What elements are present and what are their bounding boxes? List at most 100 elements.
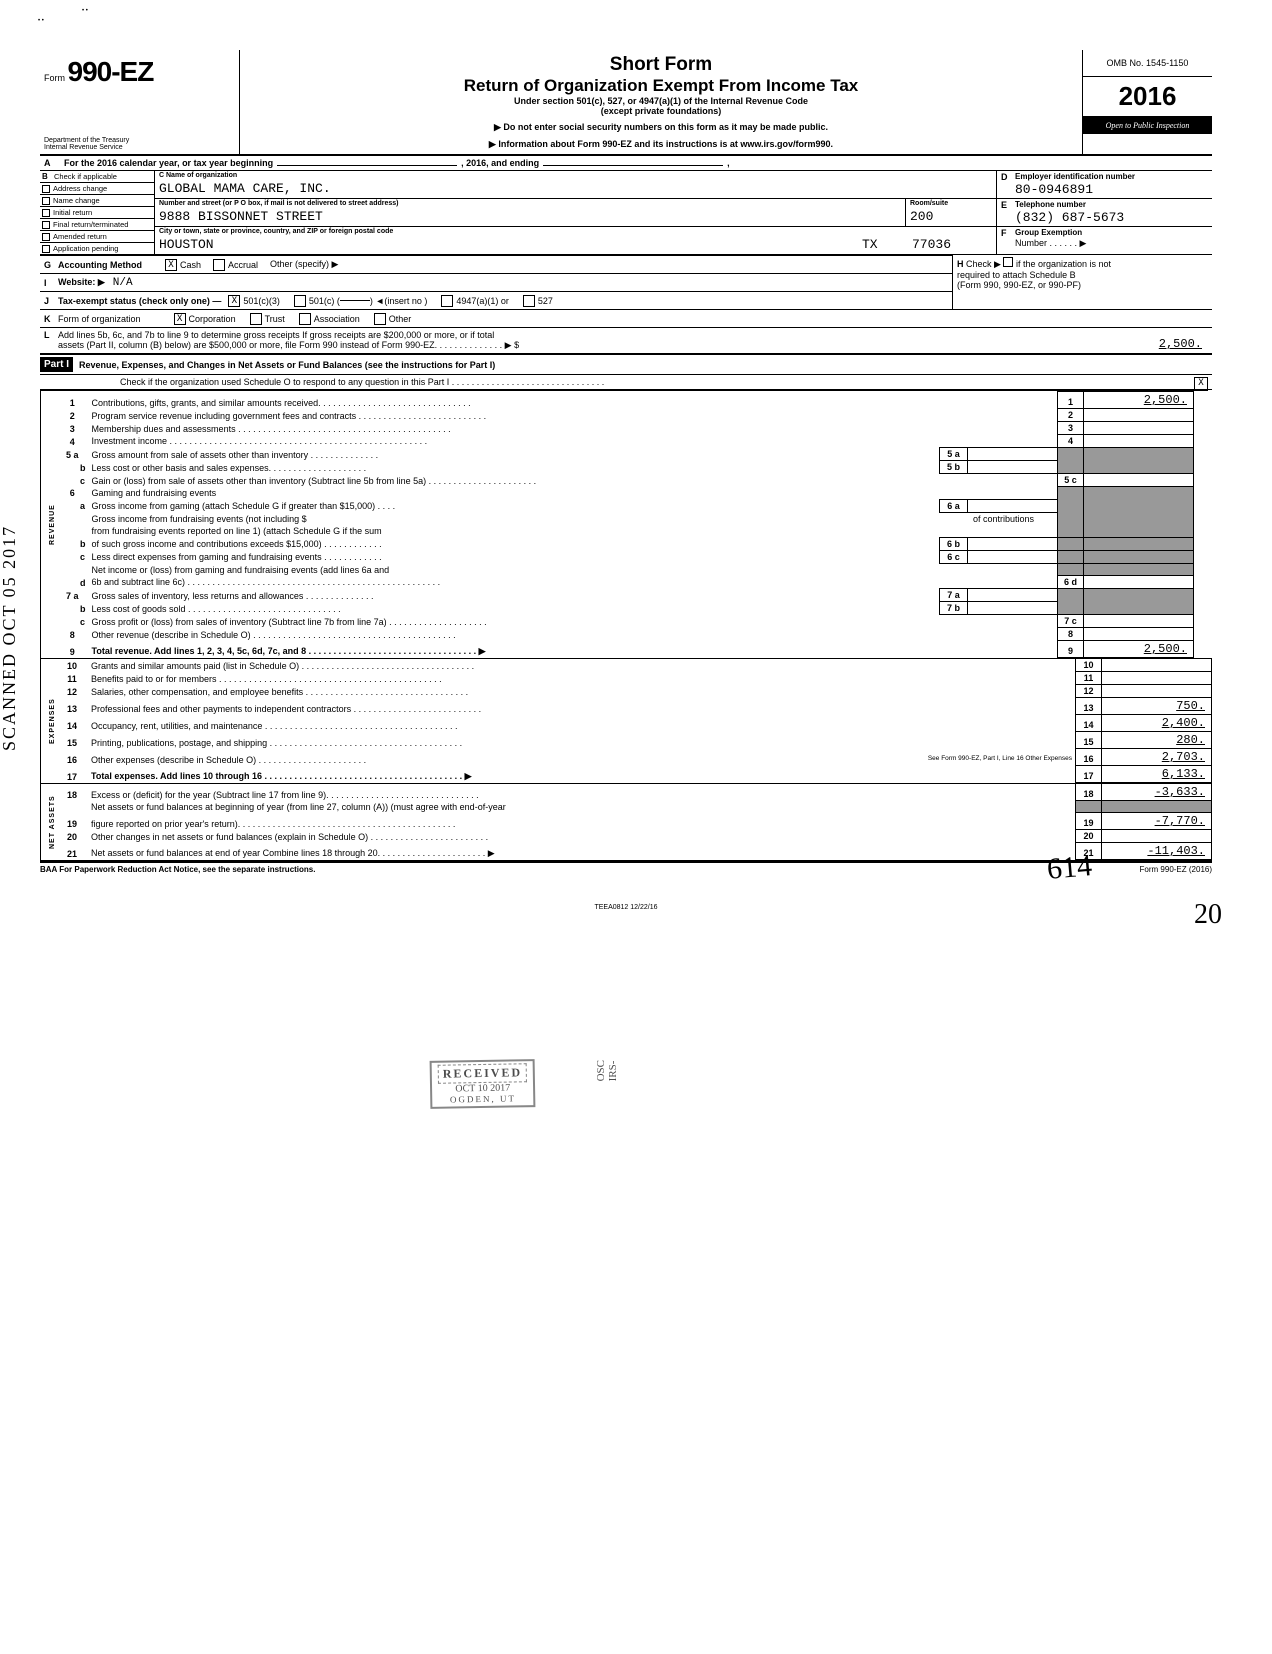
l6c-inner-val bbox=[968, 550, 1058, 563]
arrow-icon: ▶ bbox=[1080, 238, 1087, 248]
l6b-inner-val bbox=[968, 537, 1058, 550]
part-1-label: Part I bbox=[40, 357, 73, 372]
l6a-inner-val bbox=[968, 499, 1058, 512]
l7b-num: b bbox=[56, 602, 89, 615]
corp-checkbox[interactable] bbox=[174, 313, 186, 325]
l20-val bbox=[1102, 830, 1212, 843]
l7c-box: 7 c bbox=[1058, 615, 1084, 628]
l5b-desc: Less cost or other basis and sales expen… bbox=[89, 461, 940, 474]
scanned-stamp: SCANNED OCT 05 2017 bbox=[0, 525, 20, 751]
l6b-desc1: Gross income from fundraising events (no… bbox=[89, 512, 1058, 525]
501c3-checkbox[interactable] bbox=[228, 295, 240, 307]
room-label: Room/suite bbox=[906, 199, 996, 208]
l9-num: 9 bbox=[56, 641, 89, 658]
l20-num: 20 bbox=[56, 830, 88, 843]
line-l-amount: 2,500. bbox=[1088, 337, 1208, 351]
l5c-val bbox=[1084, 474, 1194, 487]
short-form-title: Short Form bbox=[250, 54, 1072, 76]
l1-desc: Contributions, gifts, grants, and simila… bbox=[89, 392, 1058, 409]
tel-label: Telephone number bbox=[1015, 200, 1086, 210]
accrual-label: Accrual bbox=[228, 260, 258, 270]
addr-change-checkbox[interactable] bbox=[42, 185, 50, 193]
l6c-inner-box: 6 c bbox=[940, 550, 968, 563]
h-checkbox[interactable] bbox=[1003, 257, 1013, 267]
omb-number: OMB No. 1545-1150 bbox=[1083, 50, 1212, 77]
l15-val: 280. bbox=[1102, 732, 1212, 749]
l10-desc: Grants and similar amounts paid (list in… bbox=[88, 659, 1076, 672]
l5c-num: c bbox=[56, 474, 89, 487]
year-cell: OMB No. 1545-1150 2016 Open to Public In… bbox=[1082, 50, 1212, 154]
amended-return-checkbox[interactable] bbox=[42, 233, 50, 241]
initial-return-checkbox[interactable] bbox=[42, 209, 50, 217]
4947-checkbox[interactable] bbox=[441, 295, 453, 307]
l19-num: 19 bbox=[56, 801, 88, 830]
501c-suffix: ) ◄(insert no ) bbox=[370, 296, 427, 306]
l3-desc: Membership dues and assessments . . . . … bbox=[89, 422, 1058, 435]
name-change-checkbox[interactable] bbox=[42, 197, 50, 205]
accrual-checkbox[interactable] bbox=[213, 259, 225, 271]
l5b-inner-val bbox=[968, 461, 1058, 474]
assoc-checkbox[interactable] bbox=[299, 313, 311, 325]
h-text3: (Form 990, 990-EZ, or 990-PF) bbox=[957, 280, 1081, 290]
except-foundations: (except private foundations) bbox=[250, 106, 1072, 116]
line-l-text2: assets (Part II, column (B) below) are $… bbox=[58, 340, 519, 350]
letter-l: L bbox=[44, 330, 58, 340]
part-1-x-checkbox[interactable]: X bbox=[1194, 377, 1208, 391]
l18-box: 18 bbox=[1076, 784, 1102, 801]
dept-treasury: Department of the Treasury bbox=[44, 137, 129, 145]
info-url-note: Information about Form 990-EZ and its in… bbox=[250, 139, 1072, 150]
cash-checkbox[interactable] bbox=[165, 259, 177, 271]
under-section: Under section 501(c), 527, or 4947(a)(1)… bbox=[250, 96, 1072, 106]
l14-val: 2,400. bbox=[1102, 715, 1212, 732]
letter-b: B bbox=[42, 172, 54, 181]
net-assets-table: 18Excess or (deficit) for the year (Subt… bbox=[56, 784, 1212, 860]
tel-value: (832) 687-5673 bbox=[1001, 210, 1208, 225]
527-checkbox[interactable] bbox=[523, 295, 535, 307]
l4-val bbox=[1084, 435, 1194, 448]
corp-label: Corporation bbox=[189, 314, 236, 324]
l13-desc: Professional fees and other payments to … bbox=[88, 698, 1076, 715]
teea-code: TEEA0812 12/22/16 bbox=[40, 904, 1212, 911]
line-i: I Website: ▶ N/A bbox=[40, 273, 952, 291]
line-g: G Accounting Method Cash Accrual Other (… bbox=[40, 255, 952, 273]
line-l-text1: Add lines 5b, 6c, and 7b to line 9 to de… bbox=[58, 330, 1088, 340]
trust-label: Trust bbox=[265, 314, 285, 324]
form-of-org-label: Form of organization bbox=[58, 314, 141, 324]
other-checkbox[interactable] bbox=[374, 313, 386, 325]
open-public: Open to Public Inspection bbox=[1083, 117, 1212, 134]
org-name: GLOBAL MAMA CARE, INC. bbox=[155, 180, 996, 198]
accounting-method-label: Accounting Method bbox=[58, 260, 142, 270]
calendar-label: For the 2016 calendar year, or tax year … bbox=[64, 158, 273, 168]
ein-value: 80-0946891 bbox=[1001, 182, 1208, 197]
l3-box: 3 bbox=[1058, 422, 1084, 435]
l7a-inner-box: 7 a bbox=[940, 589, 968, 602]
title-cell: Short Form Return of Organization Exempt… bbox=[240, 50, 1082, 154]
l5a-desc: Gross amount from sale of assets other t… bbox=[89, 448, 940, 461]
l2-desc: Program service revenue including govern… bbox=[89, 409, 1058, 422]
form-number: 990-EZ bbox=[68, 56, 154, 87]
room-value: 200 bbox=[906, 208, 996, 226]
l21-val: -11,403. bbox=[1102, 843, 1212, 860]
final-return-checkbox[interactable] bbox=[42, 221, 50, 229]
l10-num: 10 bbox=[56, 659, 88, 672]
letter-k: K bbox=[44, 314, 58, 324]
trust-checkbox[interactable] bbox=[250, 313, 262, 325]
l20-desc: Other changes in net assets or fund bala… bbox=[88, 830, 1076, 843]
addr-label: Number and street (or P O box, if mail i… bbox=[155, 199, 905, 208]
501c-checkbox[interactable] bbox=[294, 295, 306, 307]
form-prefix: Form bbox=[44, 73, 65, 83]
ein-label: Employer identification number bbox=[1015, 172, 1135, 182]
tax-year: 2016 bbox=[1083, 77, 1212, 117]
l21-num: 21 bbox=[56, 843, 88, 860]
irs-label: Internal Revenue Service bbox=[44, 144, 129, 152]
addr-change-label: Address change bbox=[53, 184, 107, 193]
l15-box: 15 bbox=[1076, 732, 1102, 749]
app-pending-checkbox[interactable] bbox=[42, 245, 50, 253]
scanner-artifact-dots: • • bbox=[82, 8, 88, 14]
l18-desc: Excess or (deficit) for the year (Subtra… bbox=[88, 784, 1076, 801]
amended-return-label: Amended return bbox=[53, 232, 107, 241]
l7c-desc: Gross profit or (loss) from sales of inv… bbox=[89, 615, 1058, 628]
l7a-desc: Gross sales of inventory, less returns a… bbox=[89, 589, 940, 602]
checkbox-column: B Check if applicable Address change Nam… bbox=[40, 171, 155, 254]
line-k: K Form of organization Corporation Trust… bbox=[40, 309, 1212, 327]
